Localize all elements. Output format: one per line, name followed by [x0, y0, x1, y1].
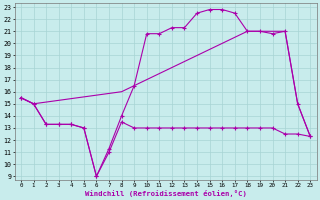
- X-axis label: Windchill (Refroidissement éolien,°C): Windchill (Refroidissement éolien,°C): [85, 190, 246, 197]
